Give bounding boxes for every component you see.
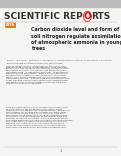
Text: Here we show that the form of nitrogen and concentration
of CO₂ to which trees a: Here we show that the form of nitrogen a… bbox=[6, 107, 73, 128]
Text: The relationship of carbon dioxide (CO₂) and nitrogen
form on the assimilation o: The relationship of carbon dioxide (CO₂)… bbox=[6, 63, 70, 84]
Text: RTS: RTS bbox=[91, 12, 111, 21]
Text: Carbon dioxide level and form of
soil nitrogen regulate assimilation
of atmosphe: Carbon dioxide level and form of soil ni… bbox=[31, 27, 121, 51]
Bar bbox=[0, 0, 121, 7]
Text: Josue A. De Silva¹, Fictional A. Someone²*, Something B. Person³ & William R. La: Josue A. De Silva¹, Fictional A. Someone… bbox=[6, 60, 112, 61]
Text: OPEN: OPEN bbox=[6, 23, 15, 27]
Text: 1: 1 bbox=[59, 149, 62, 153]
Text: SCIENTIFIC REP: SCIENTIFIC REP bbox=[4, 12, 82, 21]
Text: O: O bbox=[83, 12, 91, 21]
